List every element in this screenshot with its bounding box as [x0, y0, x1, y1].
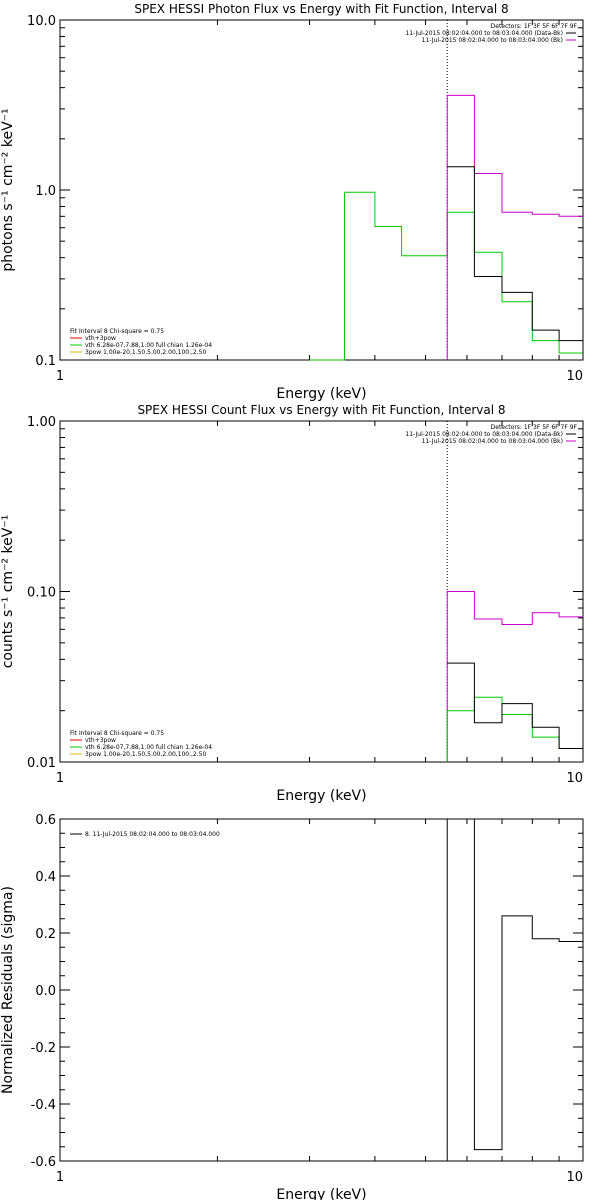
y-tick-label: 0.01 — [27, 756, 56, 771]
legend-entry: Detectors: 1F 3F 5F 6F 7F 9F — [491, 424, 578, 431]
y-tick-label: 1.00 — [27, 415, 56, 430]
x-axis-label: Energy (keV) — [276, 386, 366, 402]
chart-title: SPEX HESSI Count Flux vs Energy with Fit… — [137, 403, 505, 417]
x-tick-label: 1 — [56, 1170, 64, 1185]
legend-entry: Fit Interval 8 Chi-square = 0.75 — [70, 730, 164, 737]
y-tick-label: 0.2 — [35, 927, 56, 942]
y-tick-label: 0.6 — [35, 813, 56, 828]
panel-1: 1 10 0.1 1.0 10.0 SPEX HESSI Photon Flux vs E… — [0, 2, 584, 402]
y-tick-label: 0.0 — [35, 984, 56, 999]
series-line-2 — [446, 94, 583, 360]
legend-entry: Detectors: 1F 3F 5F 6F 7F 9F — [491, 23, 578, 30]
legend-entry: Fit Interval 8 Chi-square = 0.75 — [70, 328, 164, 335]
y-tick-label: -0.4 — [31, 1098, 56, 1113]
panel-3: 1 10 -0.6 -0.4 -0.2 0.0 0.2 0.4 0.6 Energy (keV) N… — [0, 813, 584, 1200]
y-axis-label: Normalized Residuals (sigma) — [0, 886, 16, 1094]
legend-entry: 8. 11-Jul-2015 08:02:04.000 to 08:03:04.… — [85, 831, 220, 838]
x-axis-label: Energy (keV) — [276, 1187, 366, 1200]
y-tick-label: 0.10 — [27, 586, 56, 601]
series-line-3 — [447, 662, 584, 762]
legend-entry: vth 6.28e-07,7.88,1.00 full chian 1.26e-… — [85, 342, 212, 349]
legend-entry: 3pow 1.00e-20,1.50,5.00,2.00,100.,2.50 — [85, 349, 206, 356]
y-tick-label: 0.4 — [35, 870, 56, 885]
legend-entry: vth 6.28e-07,7.88,1.00 full chian 1.26e-… — [85, 744, 212, 751]
x-tick-label: 10 — [566, 1170, 583, 1185]
x-axis-label: Energy (keV) — [276, 788, 366, 804]
legend-entry: 11-Jul-2015 08:02:04.000 to 08:03:04.000… — [422, 438, 563, 445]
y-tick-label: 0.1 — [35, 354, 56, 369]
x-tick-label: 10 — [566, 771, 583, 786]
y-axis-label: photons s⁻¹ cm⁻² keV⁻¹ — [0, 108, 16, 271]
legend-entry: 11-Jul-2015 08:02:04.000 to 08:03:04.000… — [405, 431, 563, 438]
chart-title: SPEX HESSI Photon Flux vs Energy with Fi… — [134, 2, 508, 16]
panel-2: 1 10 0.01 0.10 1.00 SPEX HESSI Count Flux vs … — [0, 403, 584, 804]
legend-entry: 11-Jul-2015 08:02:04.000 to 08:03:04.000… — [405, 30, 563, 37]
x-tick-label: 1 — [56, 771, 64, 786]
y-tick-label: -0.2 — [31, 1041, 56, 1056]
y-axis-label: counts s⁻¹ cm⁻² keV⁻¹ — [0, 515, 16, 669]
y-tick-label: -0.6 — [31, 1155, 56, 1170]
legend-entry: vth+3pow — [85, 737, 116, 744]
legend-entry: vth+3pow — [85, 335, 116, 342]
series-line-1 — [446, 818, 583, 1161]
y-tick-label: 10.0 — [27, 14, 56, 29]
series-line-1 — [446, 591, 583, 762]
legend-entry: 11-Jul-2015 08:02:04.000 to 08:03:04.000… — [422, 37, 563, 44]
y-tick-label: 1.0 — [35, 184, 56, 199]
series-line-3 — [447, 166, 584, 360]
x-tick-label: 1 — [56, 369, 64, 384]
legend-entry: 3pow 1.00e-20,1.50,5.00,2.00,100.,2.50 — [85, 751, 206, 758]
x-tick-label: 10 — [566, 369, 583, 384]
